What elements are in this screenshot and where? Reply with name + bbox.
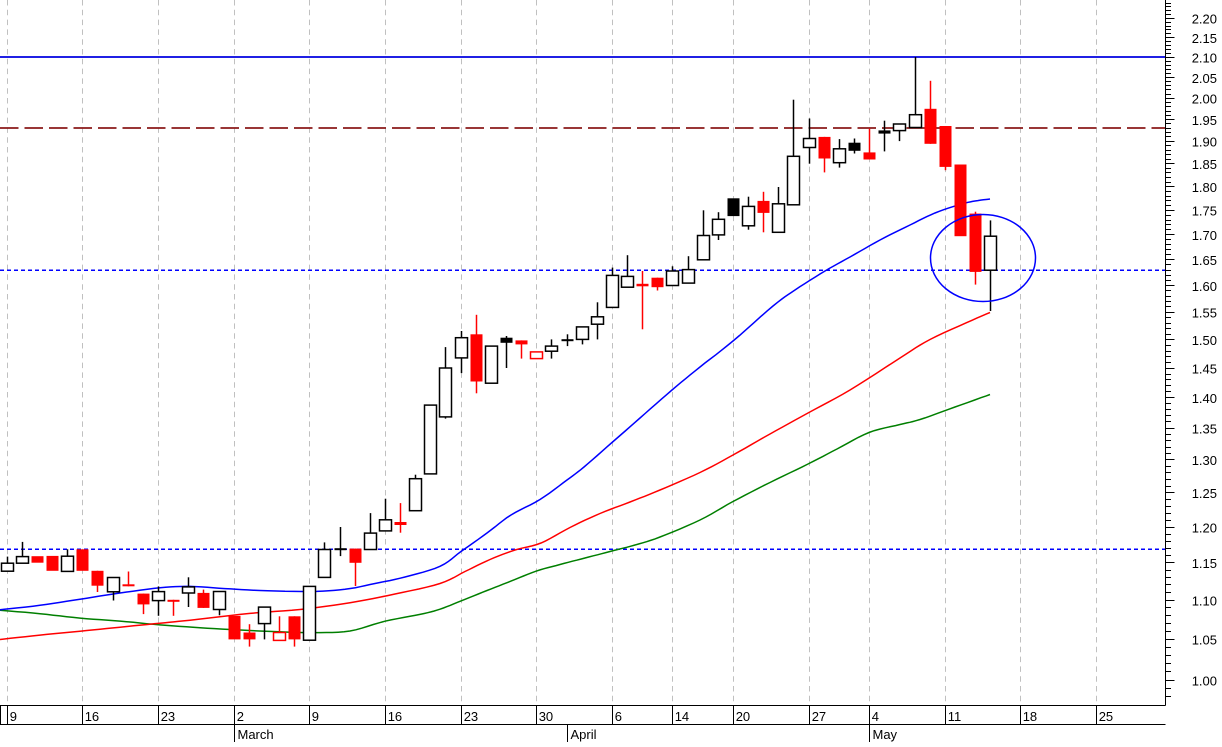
svg-text:1.55: 1.55: [1192, 306, 1217, 321]
svg-text:9: 9: [10, 709, 17, 724]
svg-text:18: 18: [1023, 709, 1037, 724]
svg-text:1.15: 1.15: [1192, 556, 1217, 571]
svg-text:2.05: 2.05: [1192, 71, 1217, 86]
svg-text:1.50: 1.50: [1192, 333, 1217, 348]
svg-text:April: April: [571, 727, 597, 742]
svg-text:1.40: 1.40: [1192, 391, 1217, 406]
svg-text:1.20: 1.20: [1192, 520, 1217, 535]
svg-text:1.75: 1.75: [1192, 204, 1217, 219]
svg-text:2.00: 2.00: [1192, 92, 1217, 107]
svg-text:6: 6: [615, 709, 622, 724]
svg-text:23: 23: [464, 709, 478, 724]
svg-text:9: 9: [312, 709, 319, 724]
svg-text:1.85: 1.85: [1192, 157, 1217, 172]
svg-text:March: March: [238, 727, 274, 742]
svg-text:1.65: 1.65: [1192, 253, 1217, 268]
svg-text:30: 30: [539, 709, 553, 724]
svg-text:25: 25: [1099, 709, 1113, 724]
svg-text:2.10: 2.10: [1192, 51, 1217, 66]
svg-text:20: 20: [736, 709, 750, 724]
svg-text:1.70: 1.70: [1192, 228, 1217, 243]
svg-text:1.30: 1.30: [1192, 453, 1217, 468]
svg-text:16: 16: [388, 709, 402, 724]
svg-text:23: 23: [161, 709, 175, 724]
svg-text:16: 16: [85, 709, 99, 724]
svg-text:4: 4: [872, 709, 879, 724]
svg-text:27: 27: [812, 709, 826, 724]
svg-text:2: 2: [237, 709, 244, 724]
svg-text:1.35: 1.35: [1192, 422, 1217, 437]
svg-text:11: 11: [948, 709, 962, 724]
svg-text:14: 14: [675, 709, 689, 724]
svg-text:1.25: 1.25: [1192, 486, 1217, 501]
svg-text:1.90: 1.90: [1192, 135, 1217, 150]
svg-text:1.45: 1.45: [1192, 362, 1217, 377]
svg-text:1.05: 1.05: [1192, 632, 1217, 647]
svg-text:May: May: [873, 727, 898, 742]
svg-text:2.20: 2.20: [1192, 12, 1217, 27]
svg-text:1.60: 1.60: [1192, 279, 1217, 294]
svg-text:2.15: 2.15: [1192, 31, 1217, 46]
svg-text:1.95: 1.95: [1192, 113, 1217, 128]
svg-text:1.00: 1.00: [1192, 673, 1217, 688]
svg-text:1.10: 1.10: [1192, 593, 1217, 608]
svg-text:1.80: 1.80: [1192, 180, 1217, 195]
